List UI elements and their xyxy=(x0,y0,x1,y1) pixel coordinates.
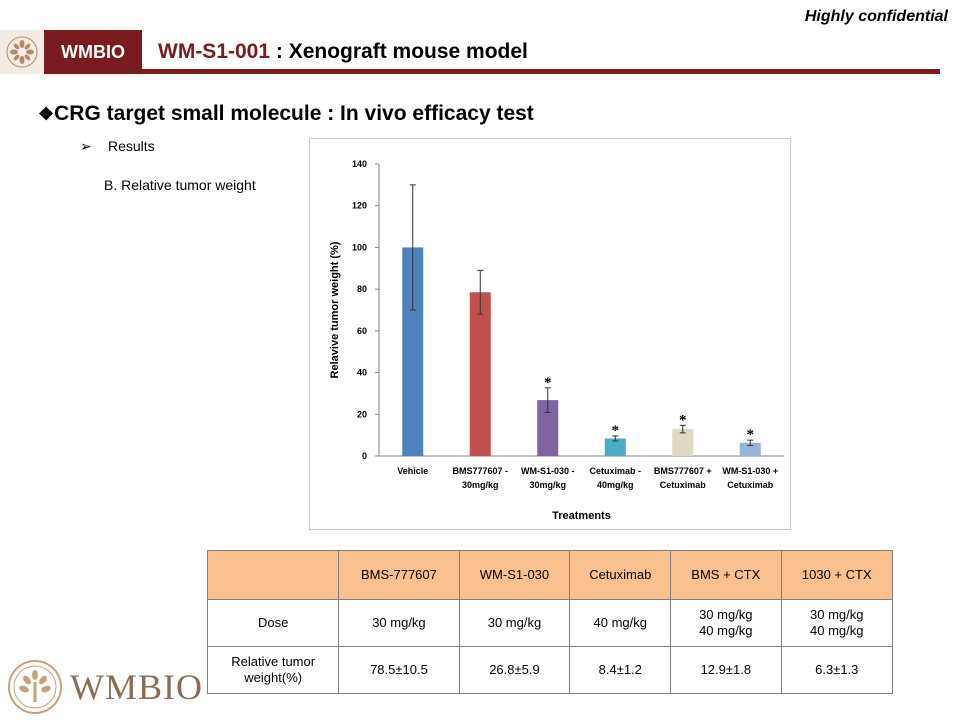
table-cell: 8.4±1.2 xyxy=(569,646,672,694)
row-label: Dose xyxy=(206,599,340,647)
chart-subheading: B. Relative tumor weight xyxy=(104,177,256,193)
bar-chart: 0 20 40 60 80 100 120 140 Relavive tumor weight … xyxy=(309,138,791,530)
table-cell: 30 mg/kg 40 mg/kg xyxy=(780,599,893,647)
bar xyxy=(469,292,491,456)
significance-marker: * xyxy=(612,423,620,439)
significance-marker: * xyxy=(747,427,755,443)
results-bullet: ➢ Results xyxy=(80,138,155,155)
page-title-code: WM-S1-001 xyxy=(158,40,271,63)
table-row-weight: Relative tumor weight(%) 78.5±10.5 26.8±5… xyxy=(206,646,893,694)
footer-logo: WMBIO xyxy=(6,658,203,716)
x-axis-title: Treatments xyxy=(552,510,611,522)
brand-emblem-icon xyxy=(0,30,46,74)
y-axis-title: Relavive tumor weight (%) xyxy=(329,241,341,378)
y-tick-label: 100 xyxy=(352,242,367,252)
x-tick-label: WM-S1-030 - xyxy=(521,466,575,476)
page-title: WM-S1-001 : Xenograft mouse model xyxy=(158,40,528,64)
table-row-dose: Dose 30 mg/kg 30 mg/kg 40 mg/kg 30 mg/kg… xyxy=(206,599,893,647)
y-tick-label: 80 xyxy=(357,284,367,294)
y-tick-label: 40 xyxy=(357,368,367,378)
bar xyxy=(402,247,424,456)
x-tick-label: Cetuximab xyxy=(660,480,707,490)
page-title-text: : Xenograft mouse model xyxy=(270,40,528,63)
table-cell: 40 mg/kg xyxy=(569,599,672,647)
y-tick-label: 140 xyxy=(352,159,367,169)
y-tick-label: 0 xyxy=(362,451,367,461)
table-cell: 6.3±1.3 xyxy=(780,646,893,694)
footer-wordmark: WMBIO xyxy=(70,667,203,707)
bar xyxy=(604,438,626,456)
table-cell: 30 mg/kg xyxy=(458,599,571,647)
header-divider xyxy=(44,69,940,74)
table-cell: 78.5±10.5 xyxy=(338,646,460,694)
y-tick-label: 60 xyxy=(357,326,367,336)
table-cell: 26.8±5.9 xyxy=(458,646,571,694)
section-title-text: CRG target small molecule : In vivo effi… xyxy=(54,102,534,125)
table-header-cell: BMS + CTX xyxy=(670,550,782,600)
section-title: ❖CRG target small molecule : In vivo eff… xyxy=(38,102,534,126)
y-tick-label: 120 xyxy=(352,201,367,211)
arrow-bullet-icon: ➢ xyxy=(80,138,92,154)
table-cell: 30 mg/kg 40 mg/kg xyxy=(670,599,782,647)
table-header-cell: WM-S1-030 xyxy=(458,550,571,600)
x-tick-label: 30mg/kg xyxy=(529,480,566,490)
x-tick-label: 40mg/kg xyxy=(597,480,634,490)
diamond-bullet-icon: ❖ xyxy=(38,104,55,124)
table-cell: 30 mg/kg xyxy=(338,599,460,647)
table-cell: 12.9±1.8 xyxy=(670,646,782,694)
x-tick-label: BMS777607 + xyxy=(654,466,712,476)
x-tick-label: Cetuximab - xyxy=(589,466,641,476)
significance-marker: * xyxy=(544,375,552,391)
tree-emblem-icon xyxy=(8,660,62,714)
x-tick-label: WM-S1-030 + xyxy=(722,466,778,476)
brand-tab: WMBIO xyxy=(44,30,142,74)
bar xyxy=(537,400,559,456)
confidential-label: Highly confidential xyxy=(804,8,948,25)
x-tick-label: BMS777607 - xyxy=(452,466,508,476)
table-header-cell: 1030 + CTX xyxy=(780,550,893,600)
x-tick-label: 30mg/kg xyxy=(462,480,499,490)
bar xyxy=(672,429,694,456)
table-header-row: BMS-777607 WM-S1-030 Cetuximab BMS + CTX… xyxy=(206,550,893,600)
x-tick-label: Cetuximab xyxy=(727,480,774,490)
y-tick-label: 20 xyxy=(357,409,367,419)
bar xyxy=(739,442,761,456)
results-table: BMS-777607 WM-S1-030 Cetuximab BMS + CTX… xyxy=(206,550,893,694)
results-label: Results xyxy=(108,138,155,154)
table-header-cell: Cetuximab xyxy=(569,550,672,600)
row-label: Relative tumor weight(%) xyxy=(206,646,340,694)
table-header-cell: BMS-777607 xyxy=(338,550,460,600)
bar-chart-canvas: 0 20 40 60 80 100 120 140 Relavive tumor weight … xyxy=(329,159,784,522)
x-tick-label: Vehicle xyxy=(397,466,428,476)
table-header-cell xyxy=(206,550,340,600)
significance-marker: * xyxy=(679,412,687,428)
